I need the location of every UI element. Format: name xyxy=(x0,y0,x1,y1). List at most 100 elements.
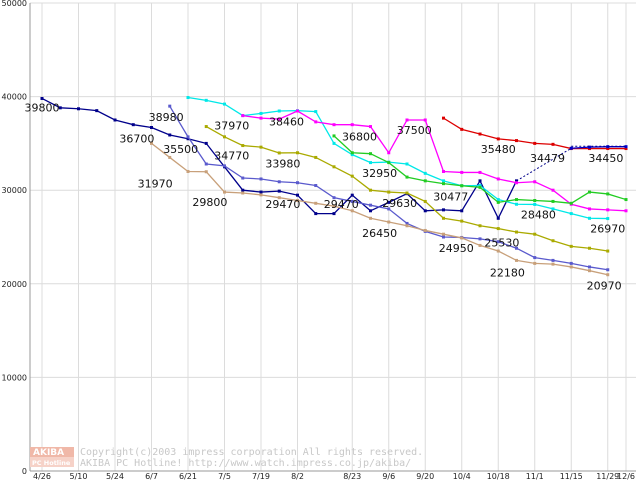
series-point xyxy=(606,208,610,212)
series-point xyxy=(551,239,555,243)
series-point xyxy=(277,189,281,193)
series-point xyxy=(387,207,391,211)
series-point xyxy=(223,135,226,139)
akiba-badge-top: AKIBA xyxy=(33,448,64,458)
series-point xyxy=(369,125,372,129)
series-point xyxy=(624,198,628,202)
series-point xyxy=(223,102,226,106)
series-3 xyxy=(204,125,610,253)
grid xyxy=(30,2,636,472)
series-point xyxy=(478,179,482,183)
x-tick-label: 7/19 xyxy=(252,472,270,480)
x-tick-label: 6/7 xyxy=(145,472,158,480)
data-label: 33980 xyxy=(265,158,300,171)
data-label: 34450 xyxy=(588,152,623,165)
series-point xyxy=(533,141,537,145)
series-point xyxy=(113,118,117,122)
series-point xyxy=(442,179,445,183)
series-line xyxy=(242,110,627,212)
series-point xyxy=(515,258,518,262)
series-point xyxy=(569,265,573,269)
series-point xyxy=(423,179,427,183)
series-point xyxy=(186,169,190,173)
x-tick-label: 8/2 xyxy=(291,472,304,480)
series-point xyxy=(204,170,208,174)
series-point xyxy=(496,198,500,202)
series-point xyxy=(496,227,500,231)
copyright-notice: AKIBA PC Hotline Copyright(c)2003 impres… xyxy=(30,447,423,469)
series-point xyxy=(369,209,372,213)
series-point xyxy=(168,133,172,137)
akiba-badge-bottom-bg xyxy=(30,457,74,467)
series-line xyxy=(187,96,608,220)
series-point xyxy=(460,184,464,188)
akiba-badge-bottom: PC Hotline xyxy=(32,459,71,467)
series-point xyxy=(296,193,299,197)
series-point xyxy=(223,190,226,194)
series-point xyxy=(442,232,445,236)
series-point xyxy=(533,256,537,260)
series-point xyxy=(77,107,80,111)
series-point xyxy=(515,246,518,250)
series-5 xyxy=(241,109,628,213)
series-point xyxy=(241,188,245,192)
series-point xyxy=(533,232,537,236)
series-point xyxy=(460,219,464,223)
series-point xyxy=(442,235,445,239)
series-point xyxy=(551,142,555,146)
series-line xyxy=(151,142,608,276)
x-tick-label: 6/21 xyxy=(179,472,197,480)
x-axis-ticks: 4/26 5/10 5/24 6/7 6/21 7/5 7/19 8/2 8/23 9/6 9/20… xyxy=(33,472,635,480)
y-tick-label: 0 xyxy=(22,467,27,476)
series-point xyxy=(423,171,427,175)
data-label: 24950 xyxy=(439,242,474,255)
series-point xyxy=(460,127,464,131)
data-label: 26970 xyxy=(590,222,625,235)
series-point xyxy=(533,198,537,202)
series-point xyxy=(405,191,409,195)
series-point xyxy=(259,116,263,120)
series-point xyxy=(332,141,336,145)
series-point xyxy=(387,220,391,224)
data-label: 25530 xyxy=(484,236,519,249)
series-point xyxy=(442,208,445,212)
series-point xyxy=(569,146,573,150)
series-point xyxy=(515,139,518,143)
x-tick-label: 11/15 xyxy=(560,472,583,480)
x-tick-label: 11/29 xyxy=(596,472,619,480)
series-point xyxy=(515,230,518,234)
series-point xyxy=(496,177,500,181)
series-point xyxy=(241,176,245,180)
series-point xyxy=(588,265,591,269)
copyright-line-2: AKIBA PC Hotline! http://www.watch.impre… xyxy=(80,458,411,469)
data-label: 38460 xyxy=(269,116,304,129)
series-point xyxy=(588,269,591,273)
x-tick-label: 9/6 xyxy=(382,472,395,480)
series-line xyxy=(205,125,608,252)
data-label: 35500 xyxy=(163,143,198,156)
series-point xyxy=(204,162,208,166)
series-point xyxy=(405,175,409,179)
data-label: 36800 xyxy=(342,131,377,144)
series-point xyxy=(496,216,500,220)
series-point xyxy=(131,123,135,127)
y-tick-label: 40000 xyxy=(2,93,27,102)
x-tick-label: 4/26 xyxy=(33,472,51,480)
series-point xyxy=(533,180,537,184)
data-label: 29470 xyxy=(265,198,300,211)
series-point xyxy=(241,144,245,148)
series-point xyxy=(204,98,208,102)
y-tick-label: 20000 xyxy=(2,280,27,289)
data-label: 36700 xyxy=(119,132,154,145)
series-point xyxy=(460,236,464,240)
series-point xyxy=(478,243,482,247)
series-point xyxy=(259,193,263,197)
series-point xyxy=(496,200,500,204)
series-point xyxy=(496,240,500,244)
series-point xyxy=(350,174,354,178)
series-point xyxy=(551,188,555,192)
series-point xyxy=(296,109,299,113)
plot-frame xyxy=(29,3,636,472)
series-point xyxy=(277,196,281,200)
series-point xyxy=(369,188,372,192)
